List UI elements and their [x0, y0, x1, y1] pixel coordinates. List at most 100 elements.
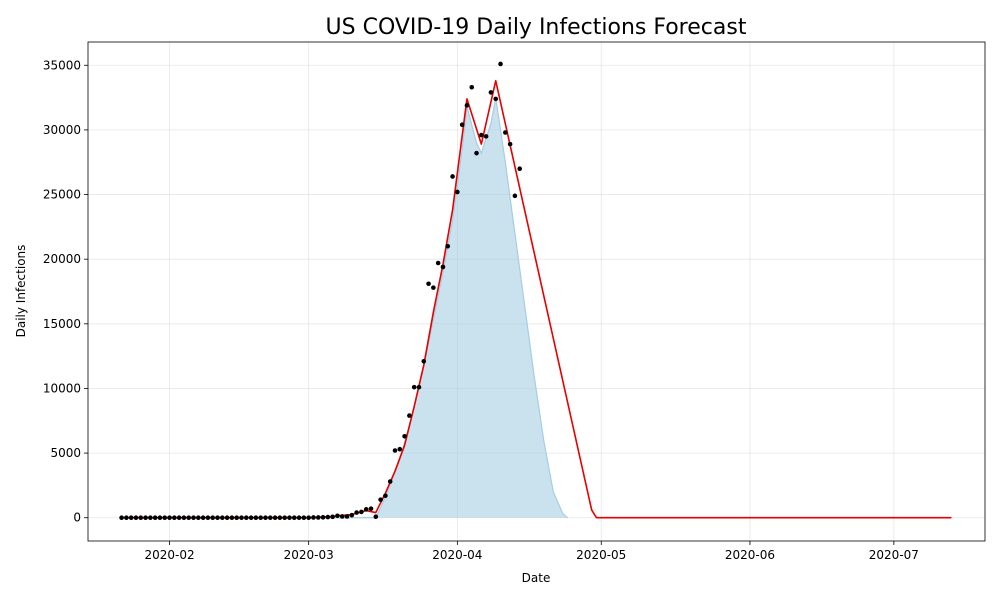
observed-point — [267, 515, 273, 521]
x-axis-label: Date — [522, 571, 551, 585]
observed-point — [152, 515, 158, 521]
observed-point — [431, 285, 436, 290]
observed-point — [224, 515, 230, 521]
y-tick-label: 10000 — [43, 381, 81, 395]
x-tick-label: 2020-02 — [144, 548, 194, 562]
observed-point — [296, 515, 302, 521]
observed-point — [474, 150, 479, 156]
observed-point — [205, 515, 211, 521]
observed-point — [435, 260, 441, 266]
observed-point — [263, 515, 268, 521]
observed-points — [119, 61, 523, 521]
observed-point — [282, 515, 287, 521]
observed-point — [191, 515, 196, 521]
observed-point — [239, 515, 244, 521]
observed-point — [488, 90, 494, 95]
observed-point — [258, 515, 263, 521]
y-axis-ticks: 0 5000 10000 15000 20000 25000 30000 35000 — [43, 58, 88, 525]
observed-point — [138, 515, 144, 521]
x-tick-label: 2020-07 — [869, 548, 919, 562]
observed-point — [277, 515, 283, 521]
observed-point — [483, 134, 489, 139]
observed-point — [243, 515, 249, 521]
observed-point — [176, 515, 182, 521]
observed-point — [119, 515, 124, 521]
observed-point — [383, 493, 388, 499]
observed-point — [407, 413, 412, 418]
observed-point — [124, 515, 129, 521]
observed-point — [335, 513, 340, 519]
observed-point — [210, 515, 216, 521]
observed-point — [512, 193, 518, 199]
x-axis-ticks: 2020-02 2020-03 2020-04 2020-05 2020-06 2020-… — [144, 541, 919, 562]
observed-point — [354, 510, 359, 515]
observed-point — [148, 515, 153, 521]
observed-point — [315, 515, 321, 520]
observed-point — [416, 384, 422, 390]
x-tick-label: 2020-05 — [576, 548, 626, 562]
y-tick-label: 0 — [73, 511, 81, 525]
observed-point — [306, 515, 311, 521]
observed-point — [301, 515, 307, 521]
observed-point — [339, 514, 345, 519]
observed-point — [455, 189, 460, 195]
observed-point — [363, 507, 369, 512]
observed-point — [445, 243, 451, 249]
observed-point — [378, 497, 383, 502]
observed-point — [215, 515, 220, 521]
observed-point — [440, 264, 446, 270]
observed-point — [387, 479, 393, 484]
observed-point — [220, 515, 225, 521]
observed-point — [349, 512, 355, 518]
x-tick-label: 2020-06 — [725, 548, 775, 562]
observed-point — [359, 509, 364, 515]
observed-point — [181, 515, 187, 521]
observed-point — [464, 103, 470, 108]
observed-point — [128, 515, 134, 521]
observed-point — [311, 515, 316, 520]
observed-point — [459, 122, 465, 128]
y-axis-label: Daily Infections — [14, 245, 28, 338]
observed-point — [421, 359, 427, 364]
observed-point — [229, 515, 235, 521]
observed-point — [373, 514, 379, 519]
observed-point — [507, 141, 513, 147]
observed-point — [344, 514, 350, 519]
observed-point — [450, 174, 455, 179]
observed-point — [196, 515, 201, 521]
observed-point — [172, 515, 177, 521]
observed-point — [517, 166, 523, 171]
y-tick-label: 35000 — [43, 58, 81, 72]
y-tick-label: 25000 — [43, 188, 81, 202]
observed-point — [426, 281, 431, 287]
observed-point — [186, 515, 192, 521]
observed-point — [479, 132, 484, 138]
y-tick-label: 15000 — [43, 317, 81, 331]
observed-point — [143, 515, 148, 521]
observed-point — [330, 514, 335, 520]
observed-point — [253, 515, 259, 521]
observed-point — [162, 515, 168, 521]
forecast-band-area — [121, 97, 568, 518]
x-tick-label: 2020-04 — [432, 548, 482, 562]
observed-point — [503, 130, 508, 135]
observed-point — [167, 515, 172, 521]
y-tick-label: 20000 — [43, 252, 81, 266]
observed-point — [200, 515, 206, 521]
observed-point — [411, 384, 417, 390]
observed-point — [493, 96, 499, 102]
observed-point — [234, 515, 240, 521]
observed-point — [287, 515, 292, 521]
observed-point — [133, 515, 139, 521]
x-tick-label: 2020-03 — [284, 548, 334, 562]
observed-point — [392, 448, 398, 453]
observed-point — [272, 515, 278, 521]
observed-point — [469, 84, 475, 90]
plot-frame — [87, 41, 986, 542]
observed-point — [498, 61, 503, 67]
observed-point — [320, 515, 326, 520]
chart-title: US COVID-19 Daily Infections Forecast — [326, 15, 747, 40]
observed-point — [325, 514, 331, 520]
y-tick-label: 5000 — [50, 446, 81, 460]
